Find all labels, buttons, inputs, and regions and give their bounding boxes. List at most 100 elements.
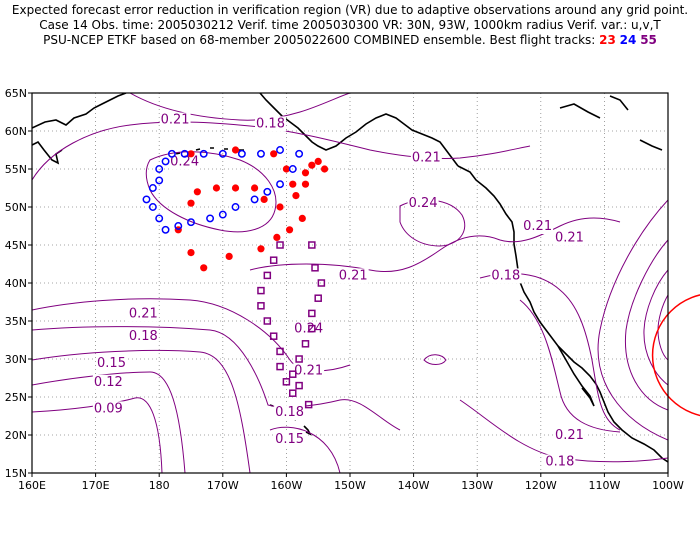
track-23-point: [212, 184, 221, 192]
contour-label: 0.21: [555, 230, 584, 245]
y-tick-label: 45N: [5, 239, 27, 252]
track-55-point: [276, 347, 284, 356]
track-24-point: [295, 149, 304, 158]
contour-label: 0.15: [275, 432, 304, 447]
track-24-point: [148, 203, 157, 211]
track-23-point: [285, 226, 294, 234]
track-55-point: [269, 332, 278, 340]
contour-label-background: [92, 374, 124, 390]
track-55-markers: [257, 241, 326, 409]
contour-label-background: [337, 268, 369, 284]
x-tick-label: 130W: [461, 479, 493, 492]
y-tick-label: 15N: [5, 467, 27, 480]
track-55-point: [317, 279, 326, 287]
contour-small-loop: [423, 354, 447, 365]
coastline-baja: [557, 345, 595, 407]
x-tick-label: 150W: [334, 479, 366, 492]
x-tick-label: 160E: [18, 479, 46, 492]
y-axis-ticks: 15N 20N 25N 30N 35N 40N 45N 50N 55N 60N 65N: [5, 87, 32, 480]
contour-label-background: [293, 363, 325, 379]
contour-label: 0.21: [412, 151, 441, 166]
track-24-point: [263, 187, 272, 196]
contour-label-background: [274, 431, 306, 447]
track-23-point: [298, 214, 306, 222]
track-23-point: [231, 146, 240, 154]
x-tick-label: 140W: [398, 479, 430, 492]
track-23-point: [200, 264, 208, 272]
title-line-3-prefix: PSU-NCEP ETKF based on 68-member 2005022…: [43, 33, 596, 47]
track-24-point: [180, 149, 189, 158]
coastline-alaska: [259, 93, 459, 167]
track-55-point: [276, 362, 284, 371]
track-23-markers: [174, 146, 329, 272]
track-55-point: [308, 309, 316, 318]
contour-0.21-south: [519, 299, 621, 433]
track-24-point: [218, 149, 227, 158]
contour-label: 0.15: [97, 356, 126, 371]
contour-0.15: [32, 349, 251, 473]
track-24-point: [257, 149, 265, 158]
track-24-point: [155, 176, 164, 185]
track-23-point: [187, 249, 195, 257]
track-55-point: [257, 286, 265, 295]
contour-0.18-west: [32, 326, 401, 431]
coastlines: [32, 93, 668, 463]
coastline-arctic-islands: [559, 95, 663, 151]
title-line-1: Expected forecast error reduction in ver…: [11, 3, 689, 17]
y-tick-label: 55N: [5, 163, 27, 176]
contour-label: 0.24: [170, 154, 199, 169]
track-23-point: [251, 184, 259, 192]
track-23-point: [187, 199, 195, 207]
y-tick-label: 60N: [5, 125, 27, 138]
track-23-point: [187, 150, 195, 158]
verification-region-circle: [651, 294, 700, 417]
contour-label: 0.18: [256, 116, 285, 131]
contour-label-background: [553, 230, 585, 246]
contour-0.09: [32, 397, 163, 473]
x-tick-label: 120W: [525, 479, 557, 492]
track-24-point: [167, 149, 176, 158]
track-23-point: [289, 180, 297, 188]
track-24-point: [288, 165, 297, 173]
track-24-markers: [142, 146, 304, 234]
contour-label: 0.12: [94, 375, 123, 390]
track-55-point: [263, 271, 272, 280]
contour-label: 0.18: [129, 329, 158, 344]
track-24-point: [148, 184, 157, 192]
track-23-point: [314, 157, 322, 165]
track-55-point: [257, 302, 265, 310]
contour-label-background: [407, 196, 439, 212]
contour-label-background: [127, 329, 159, 345]
track-24-point: [199, 149, 208, 158]
track-55-point: [314, 294, 322, 302]
contour-0.21-north: [32, 121, 531, 181]
track-24-point: [174, 222, 183, 230]
track-24-point: [237, 149, 246, 158]
track-24-point: [161, 225, 170, 234]
x-tick-label: 110W: [588, 479, 620, 492]
contour-label-background: [410, 150, 442, 166]
track-55-point: [311, 264, 319, 272]
contour-label: 0.21: [523, 219, 552, 234]
contour-0.24-loop: [145, 151, 277, 233]
contour-label-background: [127, 306, 159, 322]
coastline-kamchatka: [32, 93, 127, 129]
track-55-point: [289, 389, 297, 397]
coastline-north-america-west: [457, 165, 668, 463]
contour-label: 0.21: [339, 268, 368, 283]
track-24-point: [155, 165, 164, 173]
track-24-point: [276, 180, 284, 189]
track-23-point: [193, 188, 201, 196]
track-23-point: [301, 169, 310, 177]
contour-0.18-east: [479, 273, 621, 431]
x-tick-label: 180: [149, 479, 170, 492]
track-23-point: [225, 252, 233, 260]
track-24-point: [231, 203, 240, 211]
track-23-point: [308, 161, 316, 169]
contour-east-1: [597, 199, 668, 441]
contour-label-background: [96, 355, 127, 371]
contour-label-background: [544, 454, 576, 470]
contour-0.12: [32, 371, 186, 473]
